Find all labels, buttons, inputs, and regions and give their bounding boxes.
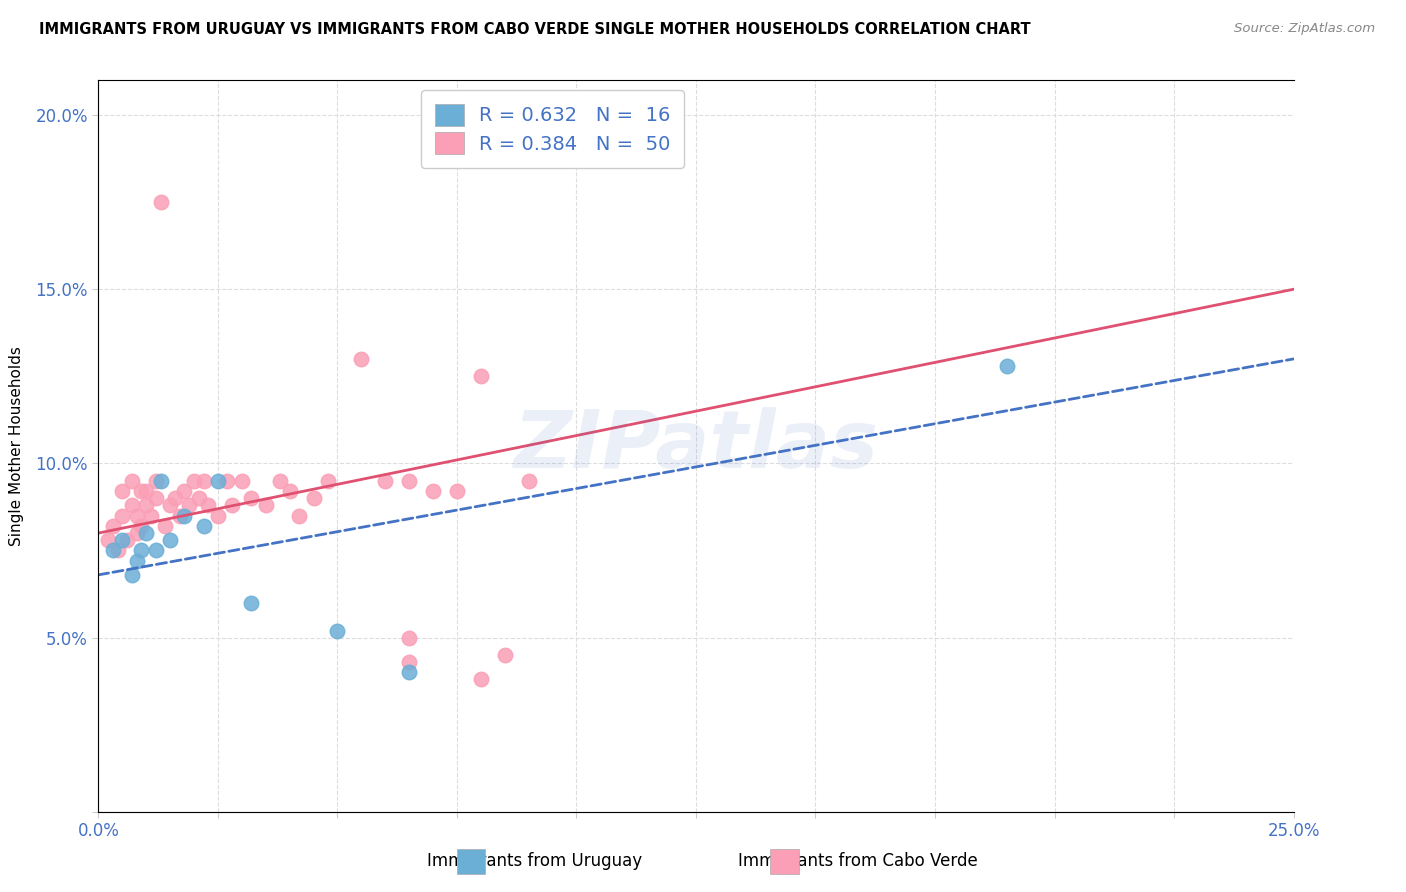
Point <box>240 596 263 610</box>
Text: IMMIGRANTS FROM URUGUAY VS IMMIGRANTS FROM CABO VERDE SINGLE MOTHER HOUSEHOLDS C: IMMIGRANTS FROM URUGUAY VS IMMIGRANTS FR… <box>39 22 1031 37</box>
Point <box>398 474 420 488</box>
Point <box>145 543 167 558</box>
Point <box>107 543 129 558</box>
Point <box>398 655 420 669</box>
Point <box>125 526 148 541</box>
Point <box>101 519 124 533</box>
Point <box>111 533 134 547</box>
Point <box>125 508 148 523</box>
Point <box>149 474 172 488</box>
Point <box>179 498 201 512</box>
Point <box>149 195 172 210</box>
Point <box>422 484 444 499</box>
Point <box>288 508 311 523</box>
Point <box>121 474 143 488</box>
Point <box>125 554 148 568</box>
Point <box>131 543 153 558</box>
Point <box>135 484 157 499</box>
Point <box>197 498 219 512</box>
Point <box>111 484 134 499</box>
Point <box>350 351 373 366</box>
Point <box>97 533 120 547</box>
Text: Source: ZipAtlas.com: Source: ZipAtlas.com <box>1234 22 1375 36</box>
Point <box>193 474 215 488</box>
Point <box>163 491 186 506</box>
Point <box>995 359 1018 373</box>
Point <box>111 508 134 523</box>
Text: ZIPatlas: ZIPatlas <box>513 407 879 485</box>
Point <box>121 498 143 512</box>
Point <box>217 474 239 488</box>
Point <box>145 491 167 506</box>
Point <box>135 498 157 512</box>
Point <box>446 484 468 499</box>
Y-axis label: Single Mother Households: Single Mother Households <box>10 346 24 546</box>
Point <box>159 533 181 547</box>
Text: Immigrants from Cabo Verde: Immigrants from Cabo Verde <box>738 852 977 870</box>
Point <box>254 498 277 512</box>
Point <box>207 474 229 488</box>
Point <box>131 484 153 499</box>
Point <box>131 519 153 533</box>
Point <box>155 519 177 533</box>
Point <box>159 498 181 512</box>
Point <box>231 474 253 488</box>
Point <box>470 369 492 384</box>
Point <box>398 631 420 645</box>
Point <box>278 484 301 499</box>
Point <box>101 543 124 558</box>
Point <box>183 474 205 488</box>
Point <box>470 673 492 687</box>
Point <box>145 474 167 488</box>
Point <box>316 474 339 488</box>
Point <box>115 533 138 547</box>
Point <box>221 498 243 512</box>
Text: Immigrants from Uruguay: Immigrants from Uruguay <box>426 852 643 870</box>
Legend: R = 0.632   N =  16, R = 0.384   N =  50: R = 0.632 N = 16, R = 0.384 N = 50 <box>420 90 685 168</box>
Point <box>135 526 157 541</box>
Point <box>139 508 162 523</box>
Point <box>121 567 143 582</box>
Point <box>494 648 516 662</box>
Point <box>193 519 215 533</box>
Point <box>187 491 209 506</box>
Point <box>326 624 349 638</box>
Point <box>374 474 396 488</box>
Point <box>173 508 195 523</box>
Point <box>269 474 291 488</box>
Point <box>517 474 540 488</box>
Point <box>169 508 191 523</box>
Point <box>173 484 195 499</box>
Point <box>398 665 420 680</box>
Point <box>302 491 325 506</box>
Point <box>240 491 263 506</box>
Point <box>207 508 229 523</box>
